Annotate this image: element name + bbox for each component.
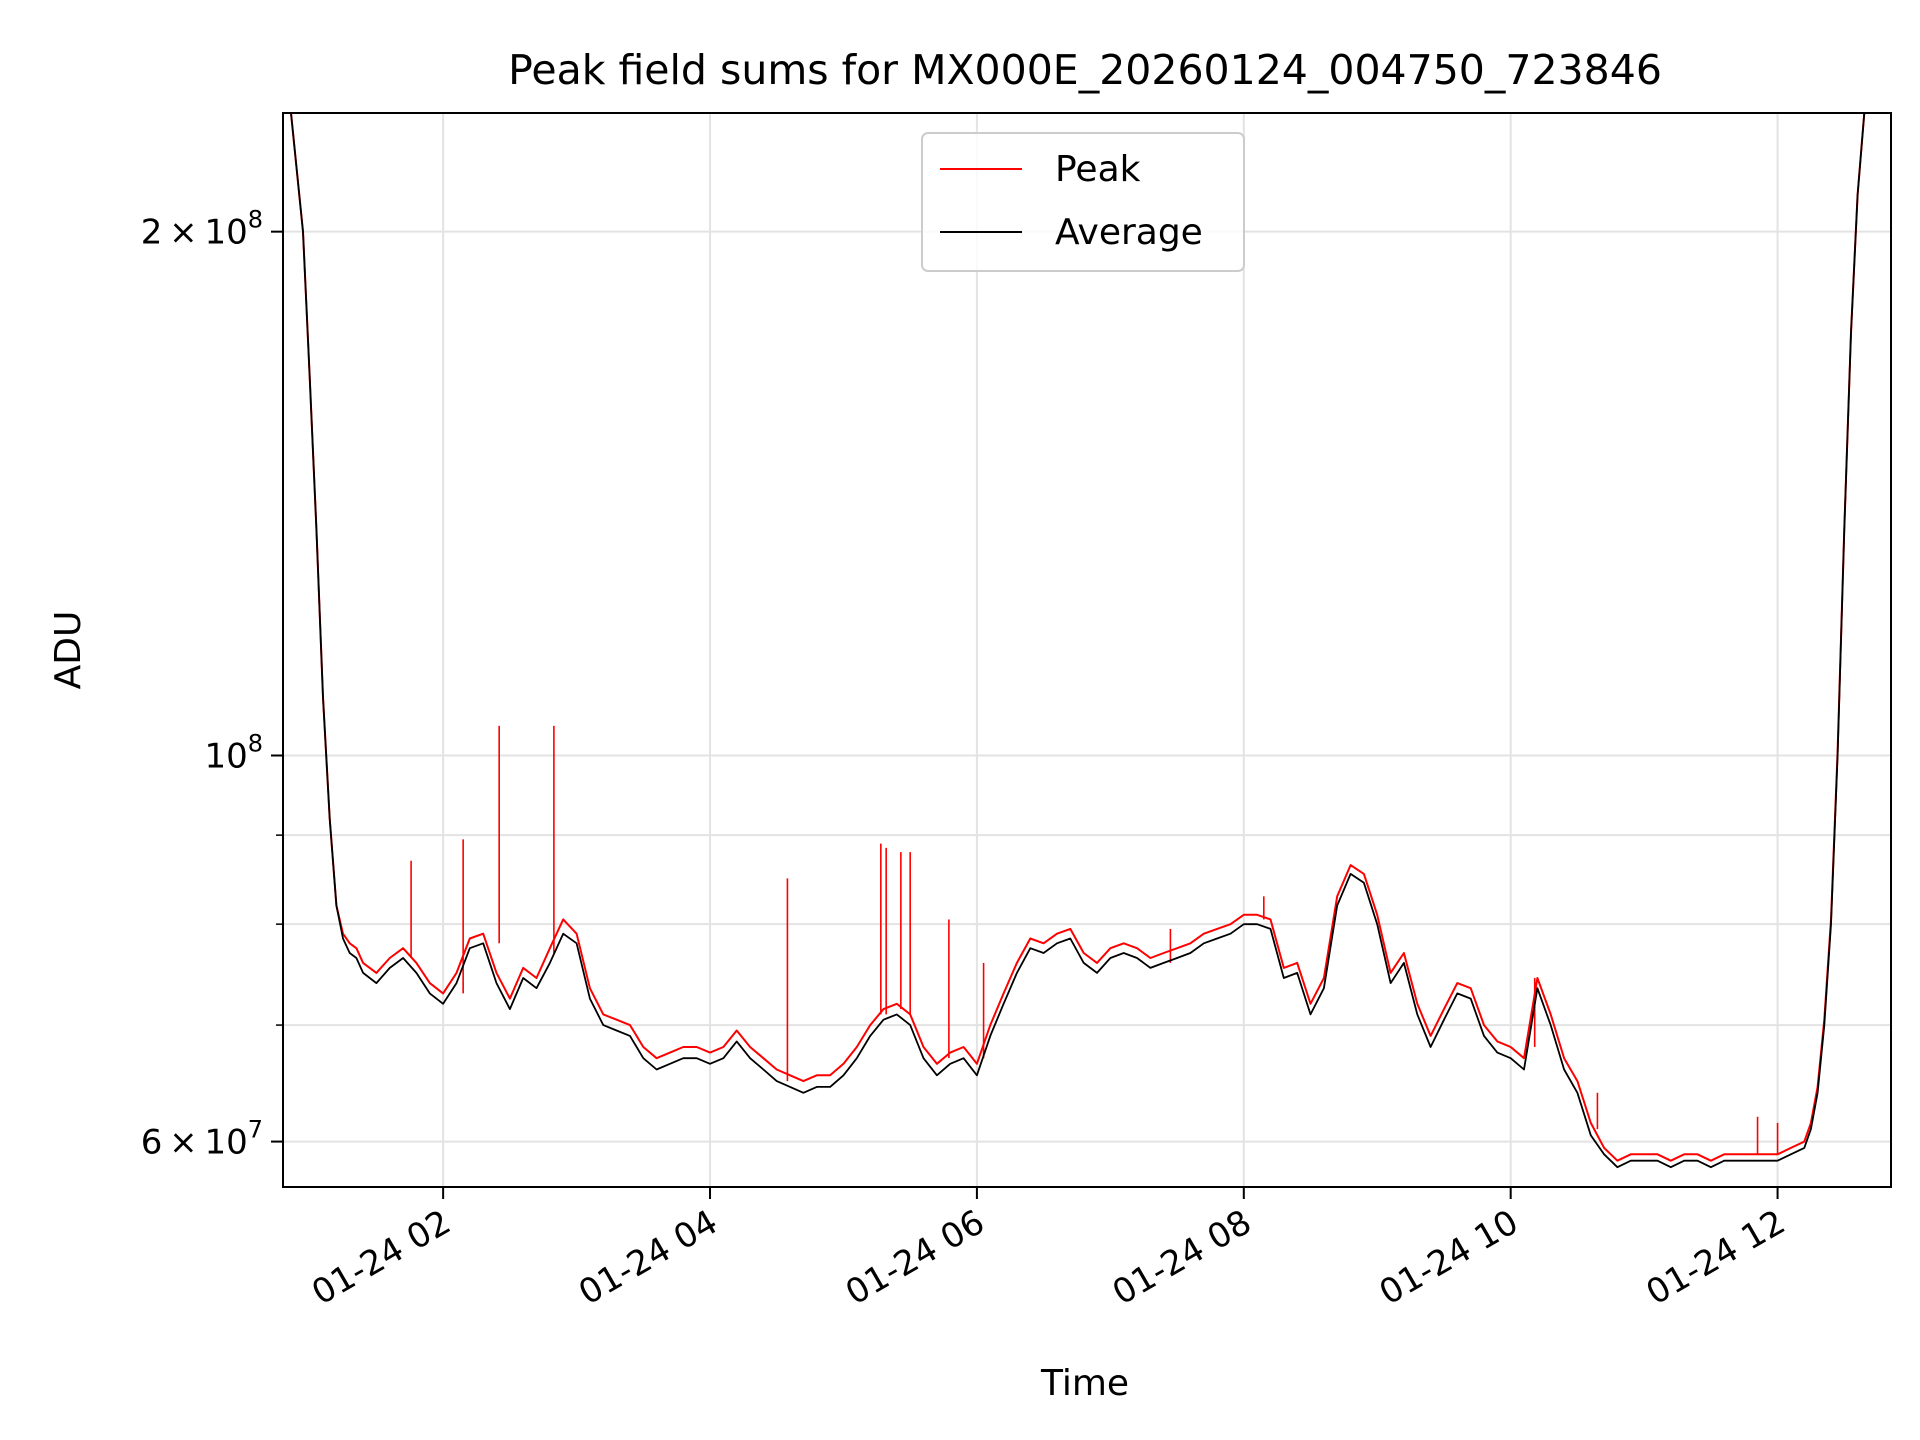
legend-label: Peak <box>1055 149 1141 190</box>
peak-series-line <box>290 113 1866 1162</box>
plot-frame <box>282 112 1892 1188</box>
y-axis-label: ADU <box>48 611 89 690</box>
y-tick-base: 10 <box>204 737 247 777</box>
y-tick-label: 2 × 108 <box>141 206 263 253</box>
y-tick-base: 6 × 10 <box>141 1123 248 1163</box>
y-tick-exponent: 8 <box>248 730 263 758</box>
y-tick-label: 108 <box>204 730 263 777</box>
y-tick-base: 2 × 10 <box>141 213 248 253</box>
y-tick-exponent: 8 <box>248 206 263 234</box>
average-series-line <box>290 113 1866 1169</box>
chart-title: Peak field sums for MX000E_20260124_0047… <box>508 46 1662 94</box>
grid-lines <box>283 113 1891 1187</box>
series-lines <box>290 113 1866 1169</box>
legend: Peak Average <box>921 132 1245 272</box>
clipped-series <box>290 113 1866 1169</box>
legend-label: Average <box>1055 212 1203 253</box>
y-tick-exponent: 7 <box>248 1116 263 1144</box>
x-axis-label: Time <box>1040 1363 1129 1404</box>
legend-box <box>921 132 1245 272</box>
y-tick-label: 6 × 107 <box>141 1116 263 1163</box>
